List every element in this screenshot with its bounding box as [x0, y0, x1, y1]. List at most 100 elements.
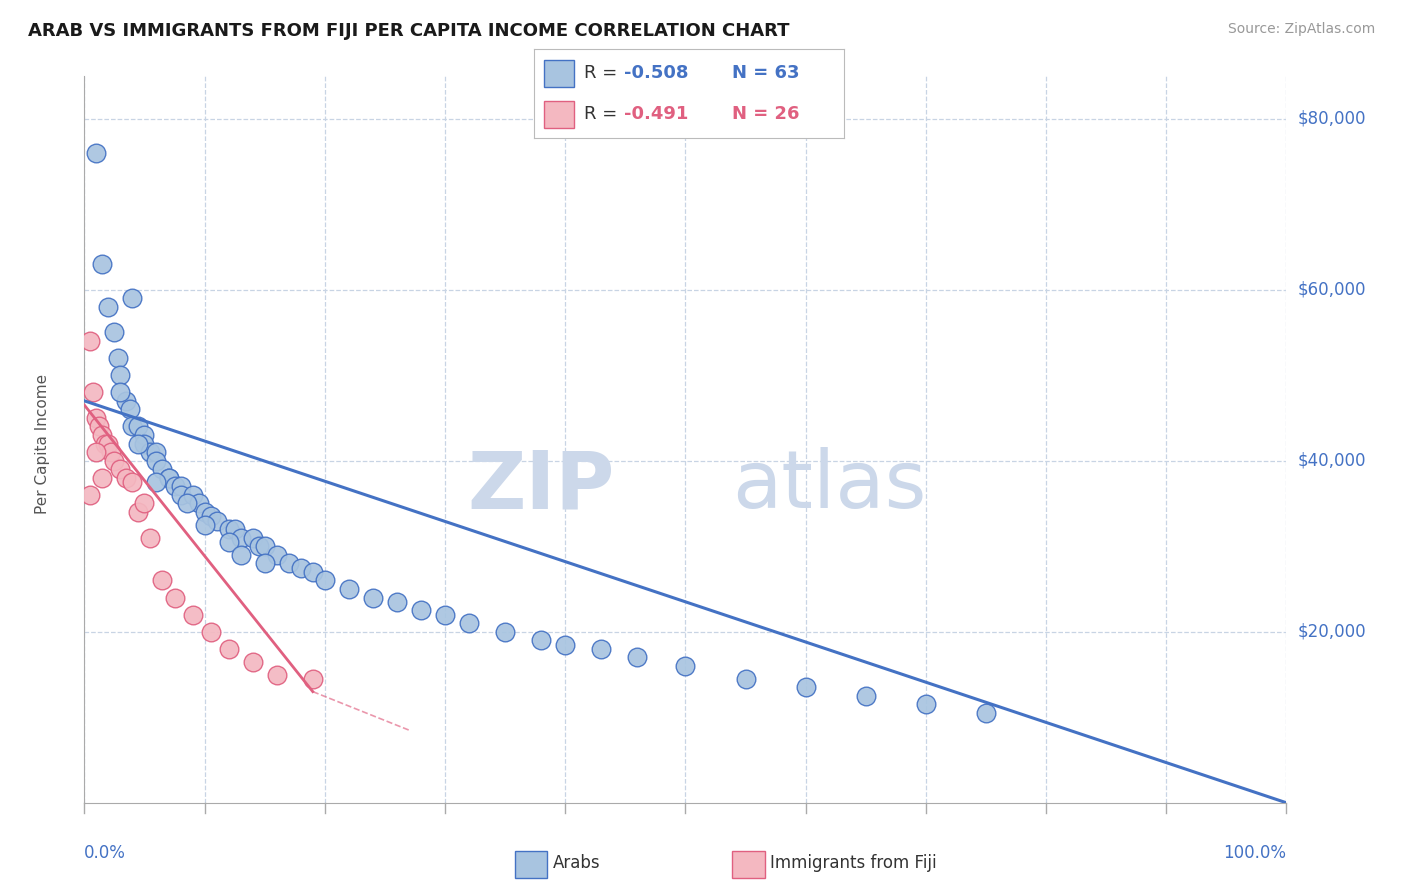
Point	[127, 419, 149, 434]
Point	[314, 574, 336, 588]
Point	[176, 496, 198, 510]
Point	[145, 445, 167, 459]
Point	[121, 419, 143, 434]
Point	[163, 479, 186, 493]
Point	[266, 548, 288, 562]
Point	[229, 531, 252, 545]
Point	[103, 453, 125, 467]
Point	[626, 650, 648, 665]
Point	[974, 706, 997, 720]
Point	[855, 689, 877, 703]
Point	[139, 531, 162, 545]
Point	[86, 445, 108, 459]
Text: $20,000: $20,000	[1298, 623, 1367, 640]
Point	[91, 257, 114, 271]
Point	[118, 402, 141, 417]
Point	[163, 591, 186, 605]
Text: Immigrants from Fiji: Immigrants from Fiji	[770, 854, 936, 872]
Point	[194, 505, 217, 519]
Point	[110, 462, 132, 476]
Point	[734, 672, 756, 686]
Point	[187, 496, 209, 510]
Point	[127, 436, 149, 450]
Point	[82, 385, 104, 400]
Text: atlas: atlas	[733, 448, 927, 525]
Point	[110, 385, 132, 400]
Point	[361, 591, 384, 605]
Point	[152, 462, 174, 476]
Point	[86, 145, 108, 160]
Bar	[544, 60, 575, 87]
Point	[247, 539, 270, 553]
Text: N = 63: N = 63	[733, 64, 800, 82]
Point	[494, 624, 516, 639]
Point	[290, 560, 312, 574]
Point	[121, 475, 143, 489]
Point	[107, 351, 129, 365]
Text: $60,000: $60,000	[1298, 281, 1367, 299]
Point	[79, 488, 101, 502]
Point	[134, 496, 156, 510]
Point	[385, 595, 408, 609]
Bar	[515, 851, 547, 878]
Text: R =: R =	[583, 64, 623, 82]
Point	[100, 445, 122, 459]
Point	[434, 607, 457, 622]
Point	[218, 522, 240, 536]
Point	[181, 607, 204, 622]
Point	[127, 505, 149, 519]
Point	[169, 479, 191, 493]
Point	[91, 471, 114, 485]
Text: 100.0%: 100.0%	[1223, 844, 1286, 862]
Point	[337, 582, 360, 596]
Point	[218, 641, 240, 656]
Point	[134, 436, 156, 450]
Point	[157, 471, 180, 485]
Point	[134, 428, 156, 442]
Point	[103, 326, 125, 340]
Point	[301, 672, 323, 686]
Text: $80,000: $80,000	[1298, 110, 1367, 128]
Point	[229, 548, 252, 562]
Point	[591, 641, 613, 656]
Text: -0.508: -0.508	[624, 64, 689, 82]
Point	[152, 574, 174, 588]
Point	[458, 616, 481, 631]
Point	[253, 539, 276, 553]
Text: N = 26: N = 26	[733, 105, 800, 123]
Text: $40,000: $40,000	[1298, 451, 1367, 470]
Bar	[544, 101, 575, 128]
Point	[169, 488, 191, 502]
Point	[91, 428, 114, 442]
Point	[253, 557, 276, 571]
Point	[794, 681, 817, 695]
Point	[157, 471, 180, 485]
Point	[194, 517, 217, 532]
Point	[121, 291, 143, 305]
Point	[139, 445, 162, 459]
Point	[915, 698, 938, 712]
Point	[110, 368, 132, 383]
Point	[94, 436, 117, 450]
Point	[97, 300, 120, 314]
Point	[115, 471, 138, 485]
Point	[97, 436, 120, 450]
Text: 0.0%: 0.0%	[84, 844, 127, 862]
Point	[554, 638, 576, 652]
Point	[409, 603, 432, 617]
Point	[181, 488, 204, 502]
Point	[87, 419, 110, 434]
Point	[266, 667, 288, 681]
Point	[200, 624, 222, 639]
Point	[301, 565, 323, 579]
Text: R =: R =	[583, 105, 623, 123]
Point	[145, 453, 167, 467]
Point	[224, 522, 246, 536]
Point	[530, 633, 553, 648]
Point	[242, 655, 264, 669]
Point	[86, 411, 108, 425]
Point	[277, 557, 299, 571]
Text: Source: ZipAtlas.com: Source: ZipAtlas.com	[1227, 22, 1375, 37]
Point	[79, 334, 101, 348]
Point	[205, 514, 228, 528]
